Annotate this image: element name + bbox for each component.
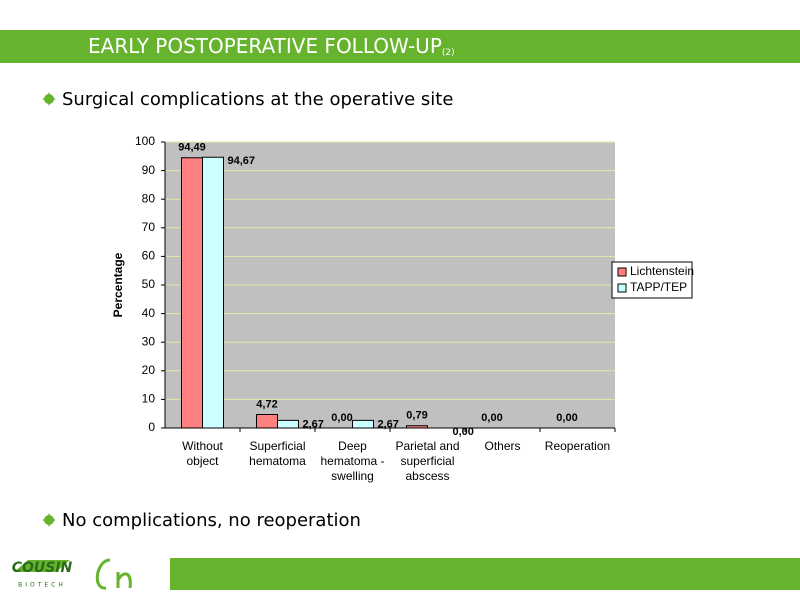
x-tick-label: Deep hematoma - swelling: [320, 439, 385, 483]
y-tick-label: 100: [135, 134, 155, 148]
bullet: Surgical complications at the operative …: [62, 89, 453, 110]
bar: [202, 156, 224, 429]
footer-bar: [170, 558, 800, 590]
y-tick-label: 30: [142, 334, 156, 348]
data-label: 94,67: [228, 155, 256, 167]
data-label: 0,00: [453, 426, 474, 438]
bullet: No complications, no reoperation: [62, 510, 361, 531]
x-tick-label: Parietal and superficial abscess: [395, 439, 460, 483]
y-tick-label: 90: [142, 163, 156, 177]
y-tick-label: 80: [142, 191, 156, 205]
bar: [352, 419, 374, 429]
legend-swatch: [617, 267, 627, 277]
logo-ch: [95, 558, 132, 590]
data-label: 2,67: [303, 418, 324, 430]
y-tick-label: 40: [142, 306, 156, 320]
title-bar: [0, 30, 800, 63]
title-text: EARLY POSTOPERATIVE FOLLOW-UP: [88, 34, 442, 58]
bar: [406, 425, 428, 429]
bullet-icon: [42, 513, 56, 527]
x-tick-label: Others: [484, 439, 521, 453]
data-label: 94,49: [178, 142, 206, 154]
x-tick-label: Without object: [182, 439, 223, 468]
y-tick-label: 70: [142, 220, 156, 234]
y-axis-label: Percentage: [111, 252, 125, 317]
legend-label: Lichtenstein: [630, 264, 694, 278]
logo-shape: [14, 560, 70, 572]
legend-label: TAPP/TEP: [630, 280, 687, 294]
data-label: 0,00: [556, 412, 577, 424]
x-tick-label: Reoperation: [544, 439, 611, 453]
logo-subtext: BIOTECH: [18, 582, 66, 589]
y-tick-label: 10: [142, 392, 156, 406]
y-tick-label: 0: [148, 420, 155, 434]
y-tick-label: 60: [142, 249, 156, 263]
logo-text: COUSIN: [12, 560, 73, 576]
slide-title: EARLY POSTOPERATIVE FOLLOW-UP(2): [88, 34, 455, 58]
data-label: 0,79: [406, 410, 427, 422]
data-label: 2,67: [378, 418, 399, 430]
bar: [277, 419, 299, 429]
title-suffix: (2): [442, 48, 455, 58]
data-label: 0,00: [481, 412, 502, 424]
data-label: 0,00: [331, 412, 352, 424]
bar: [181, 157, 203, 429]
bullet-icon: [42, 92, 56, 106]
y-tick-label: 50: [142, 277, 156, 291]
legend-swatch: [617, 283, 627, 293]
bar: [256, 414, 278, 429]
y-tick-label: 20: [142, 363, 156, 377]
x-tick-label: Superficial hematoma: [249, 439, 306, 468]
data-label: 4,72: [256, 398, 277, 410]
chart: 0 10 20 30 40 50 60 70 80 90 100 Percentage 94,49 94,…: [111, 134, 694, 438]
